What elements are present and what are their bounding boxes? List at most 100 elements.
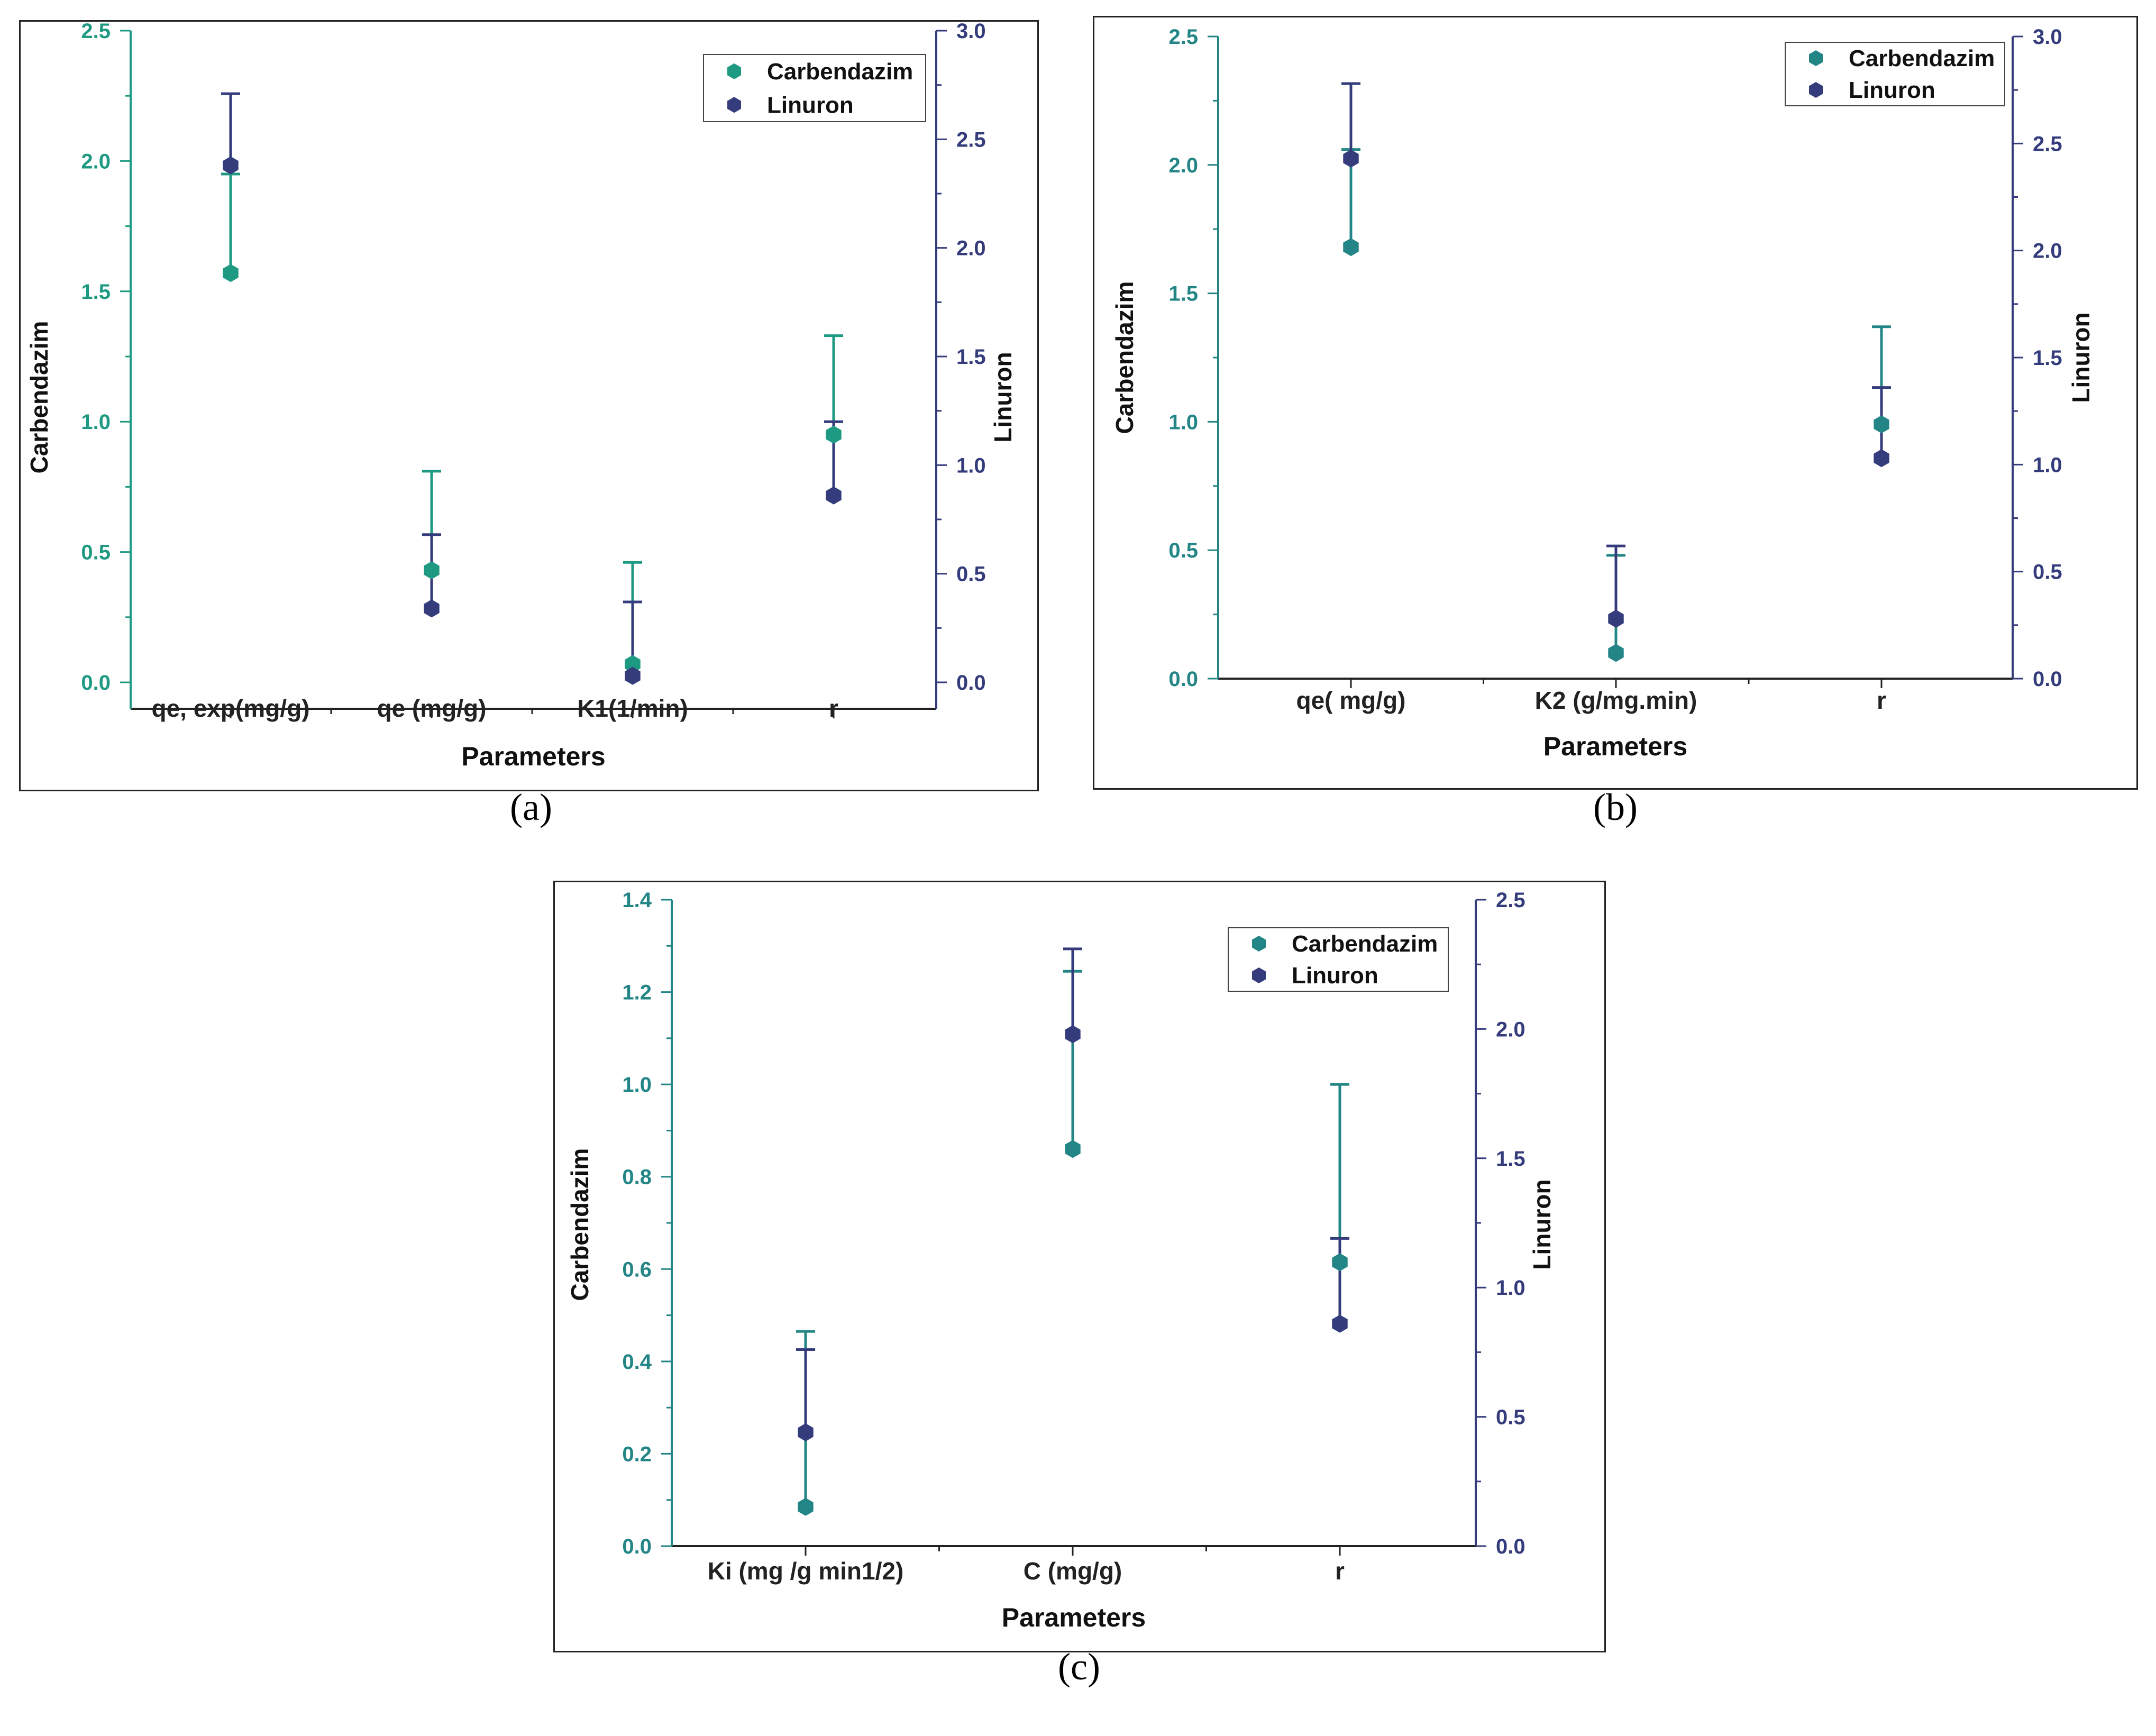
carbendazim-point [826, 425, 842, 444]
right-tick-label: 1.5 [1496, 1147, 1525, 1171]
left-tick-label: 2.5 [81, 20, 111, 43]
chart-frame [553, 881, 1606, 1652]
left-tick-label: 0.0 [81, 671, 111, 695]
left-axis-title: Carbendazim [1111, 281, 1138, 434]
right-axis-title: Linuron [989, 352, 1017, 442]
legend-marker-linuron [1252, 967, 1266, 983]
legend-label-linuron: Linuron [1849, 77, 1935, 103]
left-tick-label: 0.2 [622, 1442, 652, 1466]
x-axis-title: Parameters [461, 742, 605, 771]
linuron-point [1332, 1314, 1348, 1333]
right-axis-title: Linuron [2067, 312, 2095, 403]
chart-panel-b: 0.0 0.5 1.0 1.5 2.0 2.5 0.0 0.5 1.0 1.5 2.0 2.5 3.0 q… [1093, 16, 2138, 790]
panel-label-b: (b) [1593, 786, 1638, 828]
right-tick-label: 0.0 [2033, 668, 2062, 691]
right-axis-title: Linuron [1528, 1179, 1556, 1269]
category-label: r [829, 695, 838, 722]
right-tick-label: 0.5 [2033, 561, 2062, 584]
right-tick-label: 1.0 [956, 454, 986, 477]
carbendazim-point [424, 561, 440, 580]
left-axis-title: Carbendazim [566, 1148, 593, 1301]
carbendazim-point [1874, 415, 1889, 434]
right-tick-label: 3.0 [2033, 25, 2062, 49]
category-label: qe (mg/g) [377, 695, 487, 722]
right-tick-label: 3.0 [956, 20, 986, 43]
legend-label-carbendazim: Carbendazim [767, 59, 913, 85]
legend-label-carbendazim: Carbendazim [1849, 45, 1995, 71]
right-tick-label: 0.0 [956, 671, 986, 695]
category-label: qe( mg/g) [1296, 687, 1406, 714]
carbendazim-point [1065, 1140, 1081, 1158]
left-tick-label: 1.0 [1168, 410, 1198, 434]
legend-marker-carbendazim [1252, 936, 1266, 952]
right-tick-label: 2.0 [2033, 240, 2062, 263]
chart-panel-a: 0.0 0.5 1.0 1.5 2.0 2.5 0.0 0.5 1.0 1.5 2.0 2.5 3.0 q… [19, 20, 1039, 791]
category-label: r [1877, 687, 1886, 714]
chart-frame [19, 20, 1039, 791]
carbendazim-point [798, 1497, 814, 1516]
right-tick-label: 2.5 [2033, 132, 2062, 156]
chart-group: 0.0 0.5 1.0 1.5 2.0 2.5 0.0 0.5 1.0 1.5 2.0 2.5 3.0 q… [1093, 16, 2138, 790]
right-tick-label: 2.0 [1496, 1018, 1525, 1041]
linuron-point [223, 156, 239, 175]
left-tick-label: 2.0 [81, 150, 111, 173]
legend-marker-carbendazim [1809, 50, 1823, 66]
left-tick-label: 0.6 [622, 1258, 652, 1281]
left-tick-label: 1.4 [622, 889, 652, 912]
right-tick-label: 0.5 [956, 563, 986, 586]
right-tick-label: 0.5 [1496, 1406, 1525, 1429]
left-tick-label: 0.0 [622, 1535, 652, 1558]
linuron-point [826, 486, 842, 505]
right-tick-label: 2.5 [956, 128, 986, 151]
category-label: Ki (mg /g min1/2) [708, 1557, 904, 1585]
category-label: K2 (g/mg.min) [1535, 687, 1697, 714]
linuron-point [1065, 1025, 1081, 1044]
chart-group: 0.0 0.2 0.4 0.6 0.8 1.0 1.2 1.4 0.0 0.5 1.0 1.5 2.0 2… [553, 881, 1606, 1652]
left-tick-label: 2.5 [1168, 25, 1198, 49]
right-tick-label: 2.0 [956, 237, 986, 260]
left-tick-label: 1.5 [81, 280, 111, 304]
left-tick-label: 0.4 [622, 1350, 652, 1374]
x-axis-title: Parameters [1002, 1603, 1146, 1632]
linuron-point [625, 666, 641, 685]
left-axis-title: Carbendazim [25, 321, 53, 474]
category-label: qe, exp(mg/g) [151, 695, 309, 722]
left-tick-label: 1.2 [622, 981, 652, 1004]
x-axis-title: Parameters [1543, 732, 1687, 761]
left-tick-label: 0.8 [622, 1166, 652, 1189]
right-tick-label: 1.0 [2033, 453, 2062, 477]
panel-label-c: (c) [1058, 1646, 1100, 1688]
carbendazim-point [625, 655, 641, 673]
legend-label-linuron: Linuron [767, 92, 854, 118]
chart-group: 0.0 0.5 1.0 1.5 2.0 2.5 0.0 0.5 1.0 1.5 2.0 2.5 3.0 q… [19, 20, 1039, 791]
left-tick-label: 1.0 [622, 1073, 652, 1097]
category-label: r [1335, 1557, 1345, 1585]
category-label: K1(1/min) [577, 695, 688, 722]
left-tick-label: 0.0 [1168, 668, 1198, 691]
left-tick-label: 0.5 [1168, 539, 1198, 562]
carbendazim-point [1332, 1253, 1348, 1272]
chart-frame [1093, 16, 2138, 790]
linuron-point [798, 1423, 814, 1441]
chart-panel-c: 0.0 0.2 0.4 0.6 0.8 1.0 1.2 1.4 0.0 0.5 1.0 1.5 2.0 2… [553, 881, 1606, 1652]
carbendazim-point [223, 264, 239, 282]
right-tick-label: 0.0 [1496, 1535, 1525, 1558]
linuron-point [1874, 449, 1889, 468]
legend-label-carbendazim: Carbendazim [1292, 931, 1438, 957]
right-tick-label: 2.5 [1496, 889, 1525, 912]
left-tick-label: 0.5 [81, 541, 111, 564]
left-tick-label: 2.0 [1168, 154, 1198, 177]
legend-box [1785, 42, 2005, 106]
left-tick-label: 1.0 [81, 410, 111, 434]
right-tick-label: 1.5 [956, 345, 986, 369]
legend-label-linuron: Linuron [1292, 963, 1378, 989]
right-tick-label: 1.0 [1496, 1276, 1525, 1300]
linuron-point [424, 599, 440, 618]
legend-box [1228, 927, 1449, 992]
linuron-point [1608, 609, 1624, 628]
legend-box [703, 54, 926, 122]
left-tick-label: 1.5 [1168, 282, 1198, 306]
panel-label-a: (a) [510, 786, 552, 828]
legend-marker-linuron [727, 97, 741, 113]
legend-marker-linuron [1809, 82, 1823, 98]
